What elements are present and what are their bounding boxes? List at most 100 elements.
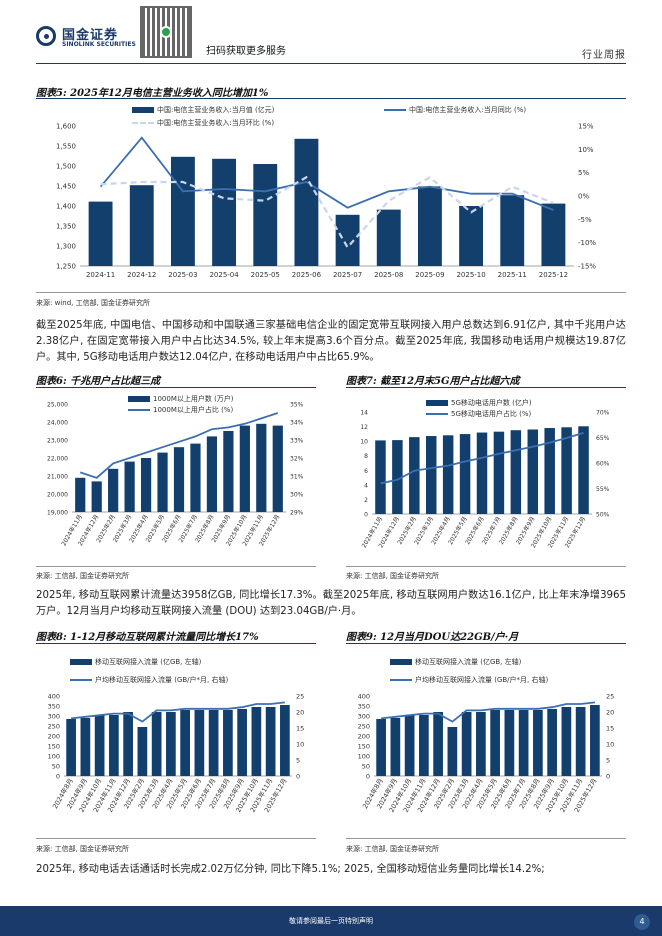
bar — [459, 206, 484, 266]
y-left-tick-label: 1,450 — [56, 183, 76, 191]
x-tick-label: 2025-03 — [168, 271, 197, 279]
y-right-tick-label: 55% — [596, 486, 610, 493]
y-left-tick-label: 22,000 — [47, 456, 68, 463]
y-right-tick-label: 10% — [578, 146, 594, 154]
fig8-legend-bar: 移动互联网接入流量 (亿GB, 左轴) — [70, 657, 201, 667]
series-line — [79, 412, 279, 479]
y-right-tick-label: 15% — [578, 123, 594, 131]
fig9-legend-line: 户均移动互联网接入流量 (GB/户*月, 右轴) — [390, 675, 548, 685]
y-left-tick-label: 12 — [360, 424, 368, 431]
y-left-tick-label: 10 — [360, 439, 368, 446]
y-right-tick-label: 29% — [290, 510, 304, 517]
y-left-tick-label: 200 — [358, 733, 370, 741]
legend-label: 1000M以上用户占比 (%) — [153, 406, 234, 414]
fig7-bottom-rule — [346, 566, 626, 567]
bar — [140, 458, 152, 512]
logo-text-en: SINOLINK SECURITIES — [62, 41, 136, 48]
bar — [493, 431, 505, 514]
y-left-tick-label: 0 — [366, 773, 370, 781]
y-left-tick-label: 25,000 — [47, 402, 68, 409]
fig8-bottom-rule — [36, 838, 316, 839]
x-tick-label: 2025-10 — [456, 271, 485, 279]
x-tick-label: 2025-11 — [498, 271, 527, 279]
series-line-mom — [100, 175, 554, 250]
bar — [461, 712, 472, 776]
bar — [335, 214, 360, 266]
y-right-tick-label: 30% — [290, 492, 304, 499]
bar — [94, 715, 105, 776]
bar — [459, 434, 471, 514]
bar — [166, 712, 176, 776]
y-left-tick-label: 350 — [48, 703, 60, 711]
bar — [137, 727, 148, 776]
y-right-tick-label: 31% — [290, 474, 304, 481]
bar — [575, 707, 586, 776]
page-header: 国金证券 SINOLINK SECURITIES 扫码获取更多服务 行业周报 — [0, 0, 662, 70]
bar — [442, 435, 454, 514]
bar — [504, 710, 515, 776]
bar — [239, 425, 250, 512]
y-left-tick-label: 400 — [48, 693, 60, 701]
logo-text-cn: 国金证券 — [62, 28, 119, 43]
bar — [390, 718, 401, 776]
x-tick-label: 2025-07 — [333, 271, 362, 279]
y-right-tick-label: -5% — [578, 216, 592, 224]
bar — [109, 715, 119, 776]
fig9-bottom-rule — [346, 838, 626, 839]
bar — [194, 710, 205, 776]
bar — [157, 452, 168, 512]
y-right-tick-label: 32% — [290, 456, 304, 463]
y-right-tick-label: 20 — [296, 709, 304, 717]
y-left-tick-label: 1,250 — [56, 263, 76, 271]
fig6-top-rule — [36, 387, 316, 388]
legend-swatch — [132, 107, 154, 113]
fig6-bottom-rule — [36, 566, 316, 567]
bar — [541, 203, 566, 266]
fig7-source: 来源: 工信部, 国金证券研究所 — [346, 572, 440, 580]
y-left-tick-label: 250 — [48, 723, 60, 731]
page-number: 4 — [634, 914, 650, 930]
wechat-icon — [160, 26, 172, 38]
y-left-tick-label: 23,000 — [47, 438, 68, 445]
y-right-tick-label: 0% — [578, 193, 589, 201]
y-left-tick-label: 250 — [358, 723, 370, 731]
fig5-top-rule — [36, 98, 626, 99]
y-left-tick-label: 100 — [358, 753, 370, 761]
fig8-chart: 05010015020025030035040005101520252024年8… — [48, 693, 305, 814]
bar — [256, 423, 267, 512]
bar — [376, 719, 386, 776]
fig5-legend-dash: 中国:电信主营业务收入:当月环比 (%) — [132, 118, 274, 128]
bar — [490, 710, 500, 776]
bar — [376, 209, 401, 266]
bar — [425, 436, 437, 514]
legend-label: 中国:电信主营业务收入:当月值 (亿元) — [157, 106, 275, 114]
x-tick-label: 2024-12 — [127, 271, 156, 279]
bar — [190, 443, 201, 512]
bar — [561, 707, 572, 776]
x-tick-label: 2025-06 — [292, 271, 322, 279]
legend-swatch — [128, 396, 150, 402]
y-left-tick-label: 20,000 — [47, 492, 68, 499]
y-left-tick-label: 100 — [48, 753, 60, 761]
legend-label: 5G移动电话用户数 (亿户) — [451, 399, 532, 407]
bar — [66, 719, 76, 776]
fig5-bottom-rule — [36, 292, 626, 293]
y-left-tick-label: 1,500 — [56, 163, 76, 171]
x-tick-label: 2024-11 — [86, 271, 115, 279]
y-right-tick-label: 5% — [578, 169, 589, 177]
y-left-tick-label: 300 — [48, 713, 60, 721]
y-right-tick-label: 70% — [596, 410, 610, 417]
legend-label: 户均移动互联网接入流量 (GB/户*月, 右轴) — [415, 676, 549, 684]
legend-swatch — [70, 659, 92, 665]
y-left-tick-label: 19,000 — [47, 510, 68, 517]
bar — [123, 712, 133, 776]
fig9-source: 来源: 工信部, 国金证券研究所 — [346, 845, 440, 853]
series-line — [99, 136, 554, 211]
fig6-title: 图表6: 千兆用户占比超三成 — [36, 376, 161, 387]
fig6-legend-bar: 1000M以上用户数 (万户) — [128, 394, 234, 404]
x-tick-label: 2025-05 — [251, 271, 280, 279]
fig6-legend-line: 1000M以上用户占比 (%) — [128, 405, 233, 415]
y-left-tick-label: 2 — [364, 497, 368, 504]
fig9-legend-bar: 移动互联网接入流量 (亿GB, 左轴) — [390, 657, 521, 667]
bar — [91, 481, 102, 512]
